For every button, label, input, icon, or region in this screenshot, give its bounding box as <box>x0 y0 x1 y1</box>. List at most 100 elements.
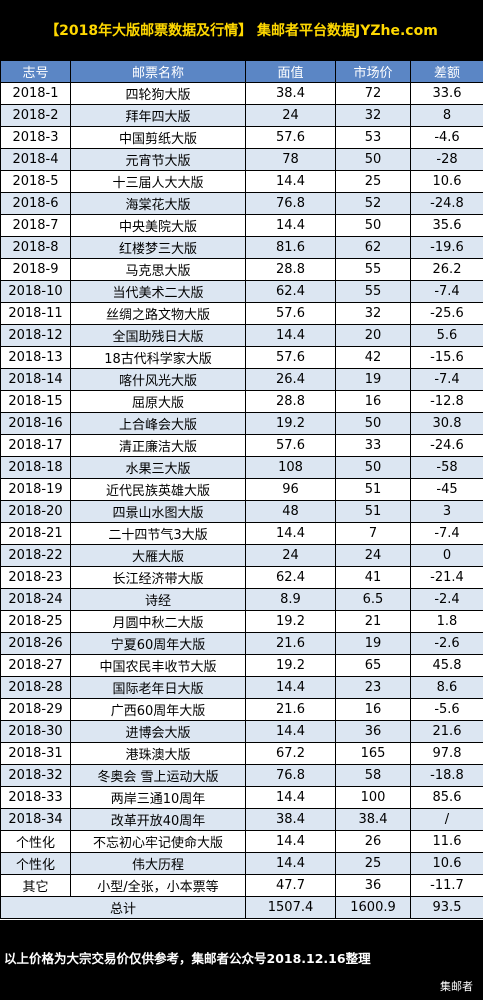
table-cell: 38.4 <box>245 808 336 831</box>
total-label: 总计 <box>0 896 246 919</box>
table-row: 2018-21 二十四节气3大版 14.4 7 -7.4 <box>0 522 483 545</box>
table-body: 2018-1 四轮狗大版 38.4 72 33.6 2018-2 拜年四大版 24 32 8 201… <box>0 82 483 919</box>
table-cell: 红楼梦三大版 <box>70 236 246 259</box>
table-cell: 67.2 <box>245 742 336 765</box>
table-cell: 21 <box>335 610 411 633</box>
table-cell: 19.2 <box>245 412 336 435</box>
table-cell: 96 <box>245 478 336 501</box>
table-cell: -12.8 <box>410 390 483 413</box>
table-cell: 28.8 <box>245 258 336 281</box>
table-cell: 25 <box>335 170 411 193</box>
table-row: 2018-11 丝绸之路文物大版 57.6 32 -25.6 <box>0 302 483 325</box>
table-cell: 屈原大版 <box>70 390 246 413</box>
table-row: 2018-29 广西60周年大版 21.6 16 -5.6 <box>0 698 483 721</box>
table-row: 2018-7 中央美院大版 14.4 50 35.6 <box>0 214 483 237</box>
header-row: 志号 邮票名称 面值 市场价 差额 <box>0 60 483 83</box>
table-row: 2018-4 元宵节大版 78 50 -28 <box>0 148 483 171</box>
table-cell: -7.4 <box>410 368 483 391</box>
table-cell: 42 <box>335 346 411 369</box>
table-cell: 108 <box>245 456 336 479</box>
table-cell: 2018-34 <box>0 808 71 831</box>
table-cell: 个性化 <box>0 830 71 853</box>
table-cell: 2018-18 <box>0 456 71 479</box>
table-cell: 36 <box>335 720 411 743</box>
table-cell: 月圆中秋二大版 <box>70 610 246 633</box>
table-cell: 57.6 <box>245 434 336 457</box>
table-cell: 14.4 <box>245 786 336 809</box>
table-cell: 2018-5 <box>0 170 71 193</box>
table-cell: 51 <box>335 478 411 501</box>
table-cell: 165 <box>335 742 411 765</box>
banner-title: 【2018年大版邮票数据及行情】 集邮者平台数据JYZhe.com <box>0 0 483 60</box>
table-cell: 26.4 <box>245 368 336 391</box>
table-cell: 55 <box>335 280 411 303</box>
table-cell: 大雁大版 <box>70 544 246 567</box>
table-cell: 16 <box>335 390 411 413</box>
table-cell: 33.6 <box>410 82 483 105</box>
table-cell: 36 <box>335 874 411 897</box>
table-cell: 8.6 <box>410 676 483 699</box>
column-header: 志号 <box>0 60 71 83</box>
price-table: 志号 邮票名称 面值 市场价 差额 2018-1 四轮狗大版 38.4 72 33.6 2018-… <box>0 60 483 919</box>
table-row: 2018-15 屈原大版 28.8 16 -12.8 <box>0 390 483 413</box>
table-cell: -24.8 <box>410 192 483 215</box>
table-cell: 6.5 <box>335 588 411 611</box>
table-cell: 58 <box>335 764 411 787</box>
table-cell: 2018-9 <box>0 258 71 281</box>
table-cell: -28 <box>410 148 483 171</box>
table-row: 2018-28 国际老年日大版 14.4 23 8.6 <box>0 676 483 699</box>
table-cell: 十三届人大大版 <box>70 170 246 193</box>
table-cell: 50 <box>335 148 411 171</box>
table-cell: 改革开放40周年 <box>70 808 246 831</box>
table-cell: 2018-30 <box>0 720 71 743</box>
column-header: 面值 <box>245 60 336 83</box>
table-cell: 19.2 <box>245 654 336 677</box>
table-cell: 38.4 <box>335 808 411 831</box>
table-cell: 65 <box>335 654 411 677</box>
table-cell: 19 <box>335 632 411 655</box>
table-row: 2018-24 诗经 8.9 6.5 -2.4 <box>0 588 483 611</box>
table-row: 2018-26 宁夏60周年大版 21.6 19 -2.6 <box>0 632 483 655</box>
table-cell: 14.4 <box>245 522 336 545</box>
table-cell: 2018-8 <box>0 236 71 259</box>
table-row: 2018-9 马克思大版 28.8 55 26.2 <box>0 258 483 281</box>
table-cell: 其它 <box>0 874 71 897</box>
table-cell: 2018-20 <box>0 500 71 523</box>
table-cell: 76.8 <box>245 764 336 787</box>
table-cell: 10.6 <box>410 852 483 875</box>
table-cell: 78 <box>245 148 336 171</box>
table-cell: 26.2 <box>410 258 483 281</box>
table-cell: 8 <box>410 104 483 127</box>
table-row: 2018-32 冬奥会 雪上运动大版 76.8 58 -18.8 <box>0 764 483 787</box>
table-cell: 海棠花大版 <box>70 192 246 215</box>
table-cell: 16 <box>335 698 411 721</box>
table-cell: 14.4 <box>245 852 336 875</box>
total-cell: 1507.4 <box>245 896 336 919</box>
table-cell: 喀什风光大版 <box>70 368 246 391</box>
table-cell: 国际老年日大版 <box>70 676 246 699</box>
table-cell: 小型/全张，小本票等 <box>70 874 246 897</box>
table-row: 2018-34 改革开放40周年 38.4 38.4/ <box>0 808 483 831</box>
table-cell: 中国剪纸大版 <box>70 126 246 149</box>
table-cell: 2018-29 <box>0 698 71 721</box>
table-row: 2018-1 四轮狗大版 38.4 72 33.6 <box>0 82 483 105</box>
total-cell: 93.5 <box>410 896 483 919</box>
table-cell: 2018-26 <box>0 632 71 655</box>
table-cell: 21.6 <box>245 632 336 655</box>
table-cell: 2018-31 <box>0 742 71 765</box>
table-cell: 近代民族英雄大版 <box>70 478 246 501</box>
table-cell: 个性化 <box>0 852 71 875</box>
table-row: 2018-25 月圆中秋二大版 19.2 21 1.8 <box>0 610 483 633</box>
table-cell: 21.6 <box>410 720 483 743</box>
table-cell: 拜年四大版 <box>70 104 246 127</box>
table-cell: -4.6 <box>410 126 483 149</box>
table-cell: 57.6 <box>245 302 336 325</box>
table-cell: 2018-21 <box>0 522 71 545</box>
table-cell: 14.4 <box>245 170 336 193</box>
table-cell: 2018-28 <box>0 676 71 699</box>
table-cell: 24 <box>335 544 411 567</box>
table-cell: 25 <box>335 852 411 875</box>
table-cell: 55 <box>335 258 411 281</box>
table-cell: 32 <box>335 104 411 127</box>
